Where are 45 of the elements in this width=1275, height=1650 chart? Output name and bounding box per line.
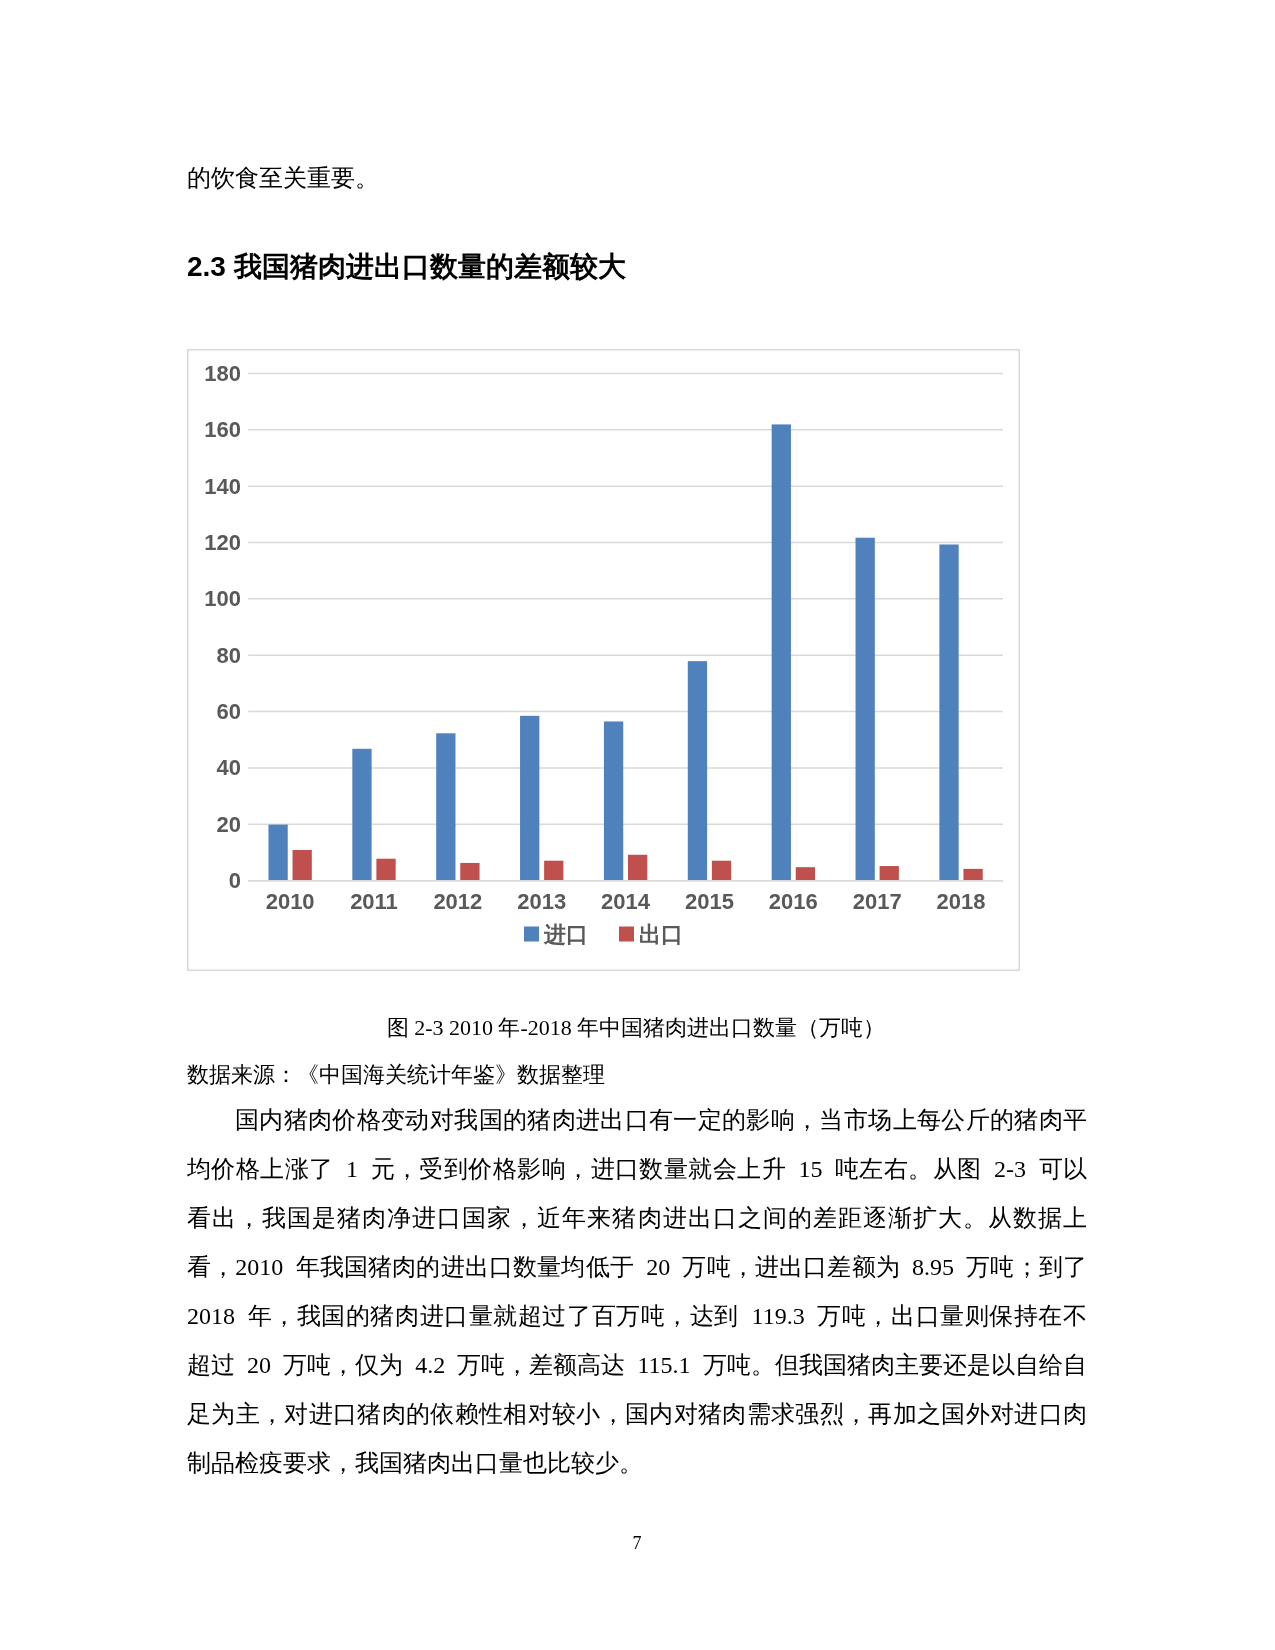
source-note: 数据来源：《中国海关统计年鉴》数据整理: [187, 1061, 605, 1089]
bar: [687, 661, 708, 881]
legend-label: 进口: [543, 921, 588, 947]
bar: [939, 544, 959, 881]
bar: [795, 867, 816, 881]
legend-label: 出口: [639, 921, 683, 947]
bar: [460, 862, 480, 881]
y-tick-label: 40: [216, 755, 241, 781]
x-tick-label: 2017: [852, 888, 902, 914]
bar: [855, 537, 875, 881]
text: 的饮食至关重要。: [187, 164, 379, 193]
y-tick-label: 140: [204, 473, 241, 499]
bar: [292, 849, 312, 881]
bar: [352, 748, 372, 881]
text: 7: [632, 1532, 642, 1554]
y-tick-label: 100: [204, 586, 241, 612]
bar: [711, 860, 732, 881]
x-tick-label: 2015: [684, 888, 734, 914]
x-tick-label: 2010: [265, 888, 315, 914]
y-tick-label: 20: [216, 811, 241, 837]
x-tick-label: 2013: [517, 888, 567, 914]
bar: [268, 824, 288, 881]
bar: [771, 424, 791, 881]
bar: [963, 868, 983, 881]
x-tick-label: 2018: [936, 888, 986, 914]
x-tick-label: 2016: [768, 888, 818, 914]
y-tick-label: 60: [216, 699, 241, 725]
bar: [603, 721, 624, 881]
bar: [879, 866, 899, 881]
bar: [520, 715, 540, 881]
x-tick-label: 2012: [433, 888, 483, 914]
x-tick-label: 2011: [350, 888, 398, 914]
x-tick-label: 2014: [601, 888, 651, 914]
bar: [544, 860, 564, 881]
text: 国内猪肉价格变动对我国的猪肉进出口有一定的影响，当市场上每公斤的猪肉平均价格上涨了 1 元，受到价格影响，进口数量就会上升 15 吨左右。从图 2-3 可以看出，我国是猪肉净进口国家，近年来猪肉进出口之间的差距逐渐扩大。从数据上看，2010 年我国猪肉的进出口数量均低于 20 万吨，进出口差额为 8.95 万吨；到了 2018 年，我国的猪肉进口量就超过了百万吨，达到 119.3 万吨，出口量则保持在不超过 20 万吨，仅为 4.2 万吨，差额高达 115.1 万吨。但我国猪肉主要还是以自给自足为主，对进口猪肉的依赖性相对较小，国内对猪肉需求强烈，再加之国外对进口肉制品检疫要求，我国猪肉出口量也比较少。: [187, 1106, 1088, 1478]
y-tick-label: 80: [216, 642, 241, 668]
y-tick-label: 160: [204, 417, 241, 443]
bar: [376, 858, 396, 881]
bar: [436, 733, 456, 881]
chart-title: 2.3 我国猪肉进出口数量的差额较大: [187, 250, 626, 284]
bar: [627, 854, 648, 881]
y-tick-label: 0: [228, 868, 241, 894]
y-tick-label: 180: [204, 360, 241, 386]
y-tick-label: 120: [204, 530, 241, 555]
caption: 图 2-3 2010 年-2018 年中国猪肉进出口数量（万吨）: [386, 1014, 886, 1042]
